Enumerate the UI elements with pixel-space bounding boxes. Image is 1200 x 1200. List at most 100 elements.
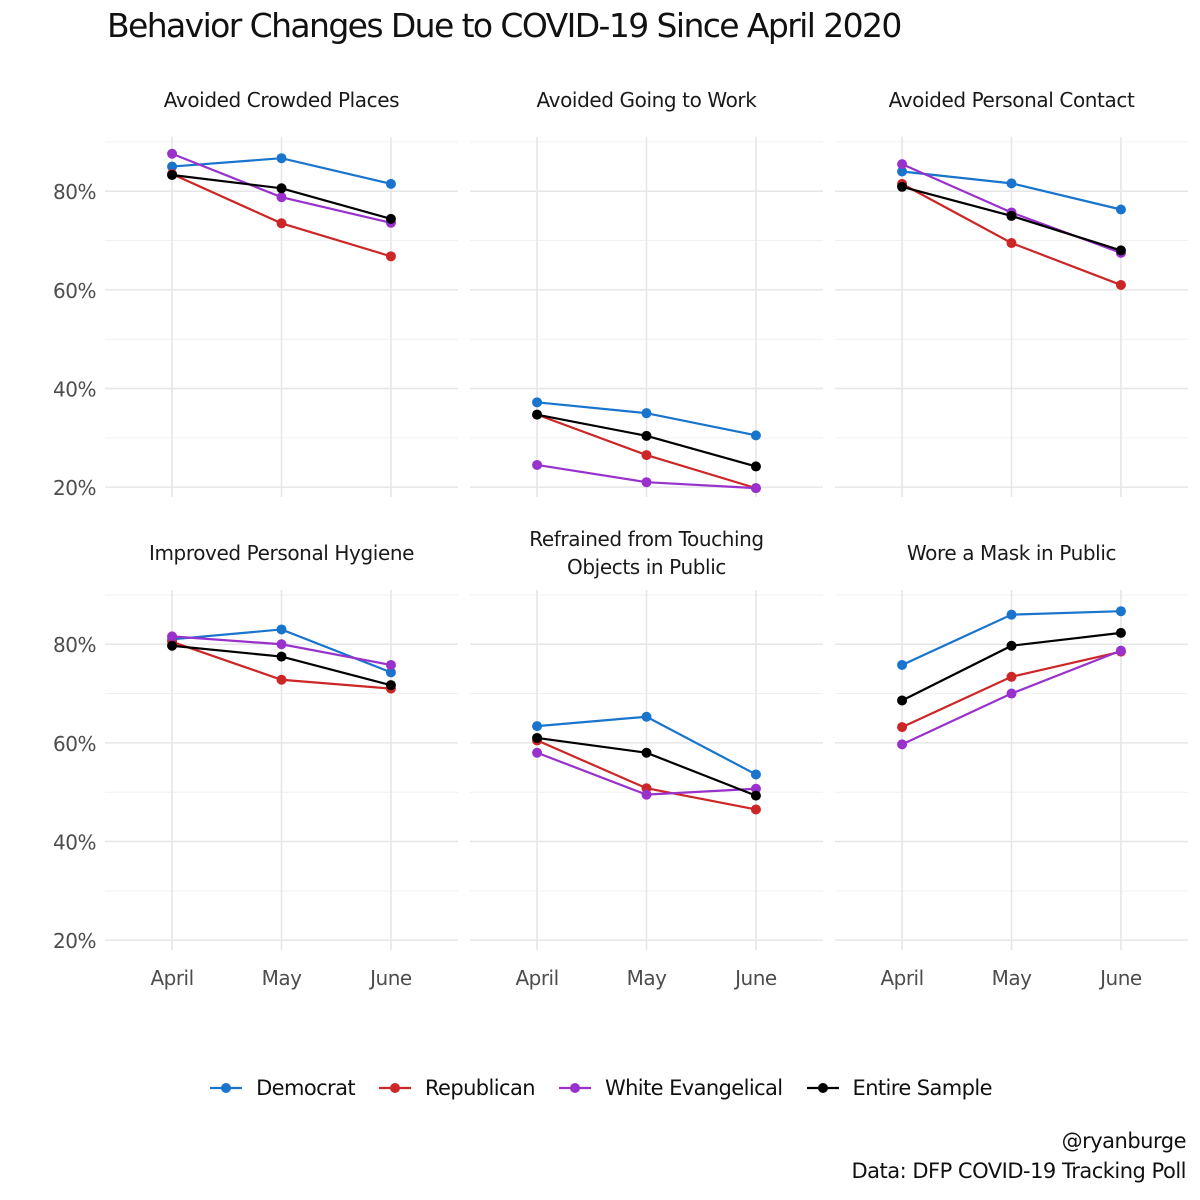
data-point-entire-sample: [385, 680, 396, 691]
data-point-white-evangelical: [532, 459, 543, 470]
data-point-democrat: [1115, 204, 1126, 215]
panel-avoided-crowded-places: Avoided Crowded Places 20% 40% 60% 80%: [53, 88, 458, 500]
x-tick-label: June: [733, 966, 777, 990]
data-point-white-evangelical: [897, 739, 908, 750]
data-point-democrat: [1006, 178, 1017, 189]
legend-item-entire-sample: Entire Sample: [805, 1076, 992, 1100]
legend-item-republican: Republican: [377, 1076, 536, 1100]
x-tick-label: May: [992, 966, 1033, 990]
data-point-entire-sample: [1006, 640, 1017, 651]
data-point-white-evangelical: [641, 477, 652, 488]
data-point-entire-sample: [167, 640, 178, 651]
data-point-republican: [1115, 279, 1126, 290]
data-point-republican: [750, 804, 761, 815]
legend-label: White Evangelical: [604, 1076, 783, 1100]
data-point-democrat: [385, 178, 396, 189]
data-point-democrat: [897, 659, 908, 670]
data-point-entire-sample: [641, 430, 652, 441]
data-point-white-evangelical: [1115, 645, 1126, 656]
data-point-democrat: [167, 161, 178, 172]
x-tick-label: April: [880, 966, 923, 990]
data-point-republican: [1006, 238, 1017, 249]
data-point-entire-sample: [897, 181, 908, 192]
data-point-republican: [276, 674, 287, 685]
y-tick-label: 80%: [53, 633, 96, 657]
data-point-republican: [385, 251, 396, 262]
legend-item-democrat: Democrat: [208, 1076, 356, 1100]
data-point-white-evangelical: [897, 159, 908, 170]
data-point-entire-sample: [385, 213, 396, 224]
legend-key-point: [569, 1083, 580, 1093]
data-point-democrat: [532, 721, 543, 732]
data-point-democrat: [897, 166, 908, 177]
panel-title: Avoided Personal Contact: [889, 88, 1135, 112]
data-point-republican: [897, 722, 908, 733]
data-point-white-evangelical: [167, 148, 178, 159]
data-point-entire-sample: [276, 651, 287, 662]
legend-key-point: [221, 1083, 232, 1093]
y-tick-label: 40%: [53, 831, 96, 855]
x-tick-label: June: [368, 966, 412, 990]
data-point-democrat: [1006, 609, 1017, 620]
data-point-republican: [641, 450, 652, 461]
legend-key-point: [817, 1083, 828, 1093]
data-point-entire-sample: [532, 732, 543, 743]
y-tick-label: 40%: [53, 378, 96, 402]
data-point-white-evangelical: [1006, 688, 1017, 699]
data-point-entire-sample: [167, 169, 178, 180]
data-point-democrat: [750, 769, 761, 780]
data-point-republican: [276, 218, 287, 229]
x-tick-label: April: [515, 966, 558, 990]
panel-title: Wore a Mask in Public: [907, 541, 1116, 565]
data-point-democrat: [276, 153, 287, 164]
data-point-entire-sample: [1115, 245, 1126, 256]
legend-key-icon: [379, 1083, 411, 1093]
legend-label: Entire Sample: [852, 1076, 993, 1100]
data-point-democrat: [641, 711, 652, 722]
data-point-democrat: [750, 430, 761, 441]
caption: @ryanburge Data: DFP COVID-19 Tracking P…: [851, 1126, 1186, 1186]
data-point-entire-sample: [1115, 627, 1126, 638]
caption-author: @ryanburge: [1061, 1129, 1187, 1153]
data-point-white-evangelical: [532, 747, 543, 758]
panel-title: Objects in Public: [567, 555, 726, 579]
data-point-entire-sample: [750, 461, 761, 472]
panel-title: Refrained from Touching: [529, 527, 763, 551]
x-tick-label: May: [627, 966, 668, 990]
data-point-entire-sample: [276, 183, 287, 194]
panel-title: Avoided Going to Work: [537, 88, 758, 112]
legend-label: Democrat: [256, 1076, 355, 1100]
data-point-entire-sample: [750, 790, 761, 801]
legend-key-icon: [558, 1083, 591, 1093]
data-point-white-evangelical: [276, 192, 287, 203]
legend: Democrat Republican White Evangelical Entir…: [0, 1066, 1200, 1110]
data-point-democrat: [276, 624, 287, 635]
caption-source: Data: DFP COVID-19 Tracking Poll: [851, 1159, 1186, 1183]
panel-refrained-from-touching-objects-in-public: Refrained from Touching Objects in Public…: [470, 527, 823, 990]
data-point-democrat: [641, 408, 652, 419]
y-tick-label: 60%: [53, 732, 96, 756]
x-tick-label: April: [150, 966, 193, 990]
data-point-democrat: [1115, 606, 1126, 617]
legend-item-white-evangelical: White Evangelical: [557, 1076, 783, 1100]
panel-avoided-personal-contact: Avoided Personal Contact: [835, 88, 1188, 497]
chart-title: Behavior Changes Due to COVID-19 Since A…: [107, 6, 902, 45]
data-point-white-evangelical: [641, 789, 652, 800]
panel-avoided-going-to-work: Avoided Going to Work: [470, 88, 823, 497]
data-point-entire-sample: [897, 695, 908, 706]
x-tick-label: June: [1098, 966, 1142, 990]
legend-key-icon: [806, 1083, 839, 1093]
data-point-republican: [1006, 671, 1017, 682]
y-tick-label: 20%: [53, 476, 96, 500]
x-tick-label: May: [262, 966, 303, 990]
y-tick-label: 80%: [53, 180, 96, 204]
data-point-entire-sample: [532, 409, 543, 420]
legend-key-point: [390, 1083, 400, 1093]
data-point-white-evangelical: [167, 631, 178, 642]
legend-label: Republican: [425, 1076, 536, 1100]
data-point-democrat: [532, 397, 543, 408]
legend-key-icon: [210, 1083, 243, 1093]
panel-title: Avoided Crowded Places: [164, 88, 399, 112]
panel-wore-a-mask-in-public: Wore a Mask in Public April May June: [835, 541, 1188, 990]
data-point-white-evangelical: [750, 483, 761, 494]
